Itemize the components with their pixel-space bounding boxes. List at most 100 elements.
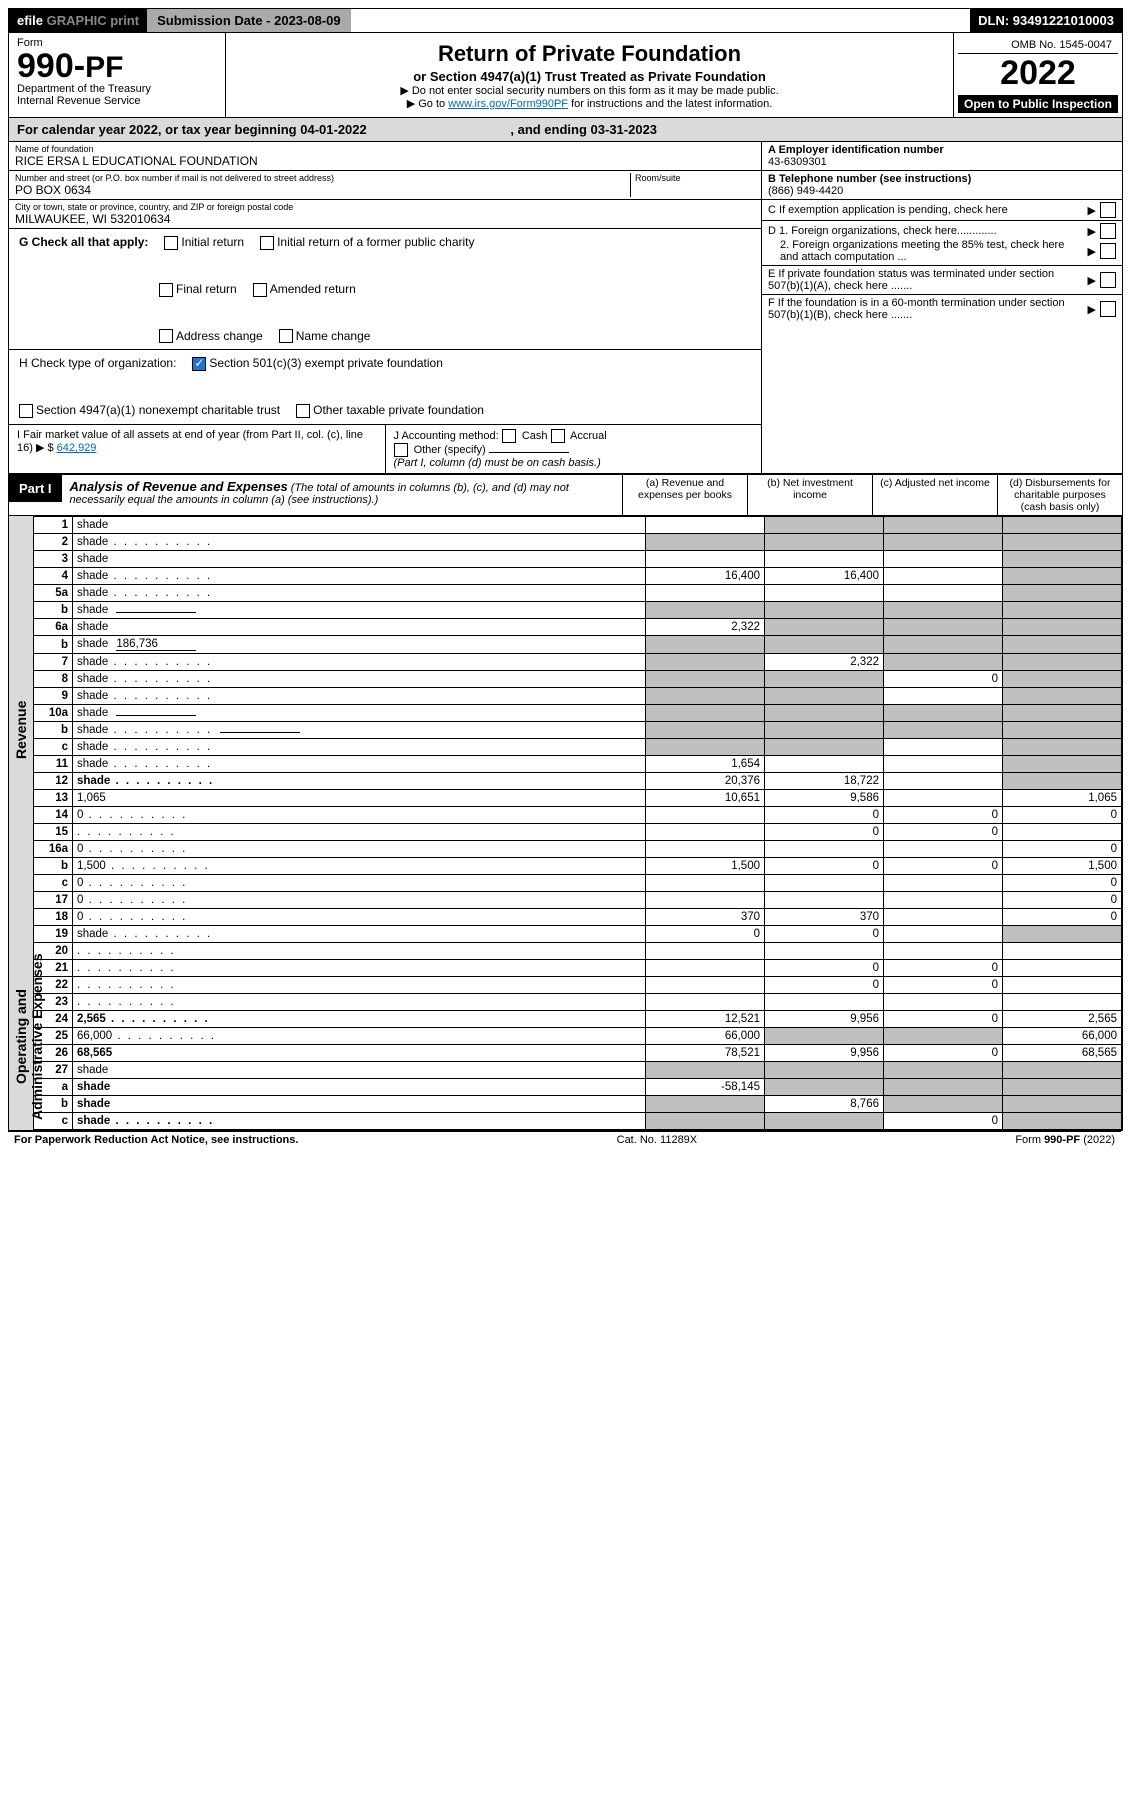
checkbox-initial-former[interactable] [260,236,274,250]
g-opt-5: Name change [279,329,371,344]
checkbox-name-change[interactable] [279,329,293,343]
cell-d [1003,705,1122,722]
street-label: Number and street (or P.O. box number if… [15,173,630,183]
table-row: 12shade20,37618,722 [34,773,1122,790]
row-number: 14 [34,807,73,824]
cell-b: 9,956 [765,1045,884,1062]
row-desc: shade [73,671,646,688]
checkbox-d1[interactable] [1100,223,1116,239]
checkbox-final-return[interactable] [159,283,173,297]
row-number: 7 [34,654,73,671]
d2-label: 2. Foreign organizations meeting the 85%… [768,239,1084,263]
cell-b [765,602,884,619]
table-row: 16a00 [34,841,1122,858]
cell-b [765,756,884,773]
table-row: 23 [34,994,1122,1011]
part1-body: Revenue Operating and Administrative Exp… [9,516,1122,1130]
table-row: b1,5001,500001,500 [34,858,1122,875]
cell-d [1003,671,1122,688]
i-value[interactable]: 642,929 [57,442,97,454]
table-row: 5ashade [34,585,1122,602]
row-number: 11 [34,756,73,773]
cell-d: 68,565 [1003,1045,1122,1062]
cell-d [1003,1113,1122,1130]
cell-d [1003,517,1122,534]
checkbox-amended[interactable] [253,283,267,297]
table-row: 11shade1,654 [34,756,1122,773]
row-desc: 0 [73,841,646,858]
row-number: 16a [34,841,73,858]
row-desc: shade [73,1113,646,1130]
row-desc: shade [73,1079,646,1096]
cell-d [1003,551,1122,568]
table-row: 6ashade2,322 [34,619,1122,636]
cell-d: 0 [1003,841,1122,858]
cell-d [1003,534,1122,551]
irs-link[interactable]: www.irs.gov/Form990PF [448,98,568,110]
row-desc: 0 [73,875,646,892]
cell-a [646,585,765,602]
checkbox-address-change[interactable] [159,329,173,343]
cell-b [765,1079,884,1096]
cell-b [765,517,884,534]
row-desc: shade [73,551,646,568]
cell-b [765,585,884,602]
cell-c [884,568,1003,585]
cell-a: 0 [646,926,765,943]
row-desc: 0 [73,892,646,909]
cell-c: 0 [884,1113,1003,1130]
table-row: 1shade [34,517,1122,534]
row-number: 2 [34,534,73,551]
checkbox-accrual[interactable] [551,429,565,443]
row-number: 4 [34,568,73,585]
calyear-pre: For calendar year 2022, or tax year begi… [17,122,300,137]
checkbox-other-method[interactable] [394,443,408,457]
checkbox-e[interactable] [1100,272,1116,288]
checkbox-c[interactable] [1100,202,1116,218]
cell-c: 0 [884,858,1003,875]
col-b-hdr: (b) Net investment income [747,475,872,515]
city-cell: City or town, state or province, country… [9,200,761,229]
cell-d [1003,1062,1122,1079]
checkbox-cash[interactable] [502,429,516,443]
c-cell: C If exemption application is pending, c… [762,200,1122,221]
open-public-badge: Open to Public Inspection [958,95,1118,113]
table-row: 1700 [34,892,1122,909]
table-row: 9shade [34,688,1122,705]
h-other: Other taxable private foundation [296,403,484,418]
row-number: 5a [34,585,73,602]
cell-a [646,534,765,551]
cell-a: 12,521 [646,1011,765,1028]
calyear-end: 03-31-2023 [591,122,658,137]
checkbox-4947[interactable] [19,404,33,418]
cell-b [765,943,884,960]
cell-c [884,688,1003,705]
checkbox-initial-return[interactable] [164,236,178,250]
cell-c: 0 [884,1045,1003,1062]
cell-d: 2,565 [1003,1011,1122,1028]
table-row: 242,56512,5219,95602,565 [34,1011,1122,1028]
row-number: 17 [34,892,73,909]
table-row: bshade [34,722,1122,739]
calendar-year-line: For calendar year 2022, or tax year begi… [9,118,1122,142]
cell-c [884,619,1003,636]
cell-c [884,534,1003,551]
checkbox-d2[interactable] [1100,243,1116,259]
street-cell: Number and street (or P.O. box number if… [15,173,630,197]
checkbox-501c3[interactable] [192,357,206,371]
row-desc [73,977,646,994]
row-number: 9 [34,688,73,705]
cell-c [884,773,1003,790]
checkbox-other-taxable[interactable] [296,404,310,418]
cell-c [884,636,1003,654]
checkbox-f[interactable] [1100,301,1116,317]
cell-c [884,994,1003,1011]
info-right: A Employer identification number 43-6309… [761,142,1122,473]
b-label: B Telephone number (see instructions) [768,173,971,185]
row-desc: shade [73,568,646,585]
table-row: cshade [34,739,1122,756]
note2-post: for instructions and the latest informat… [568,98,772,110]
g-opt-1: Final return [159,282,237,297]
cell-b: 370 [765,909,884,926]
row-desc: shade [73,756,646,773]
